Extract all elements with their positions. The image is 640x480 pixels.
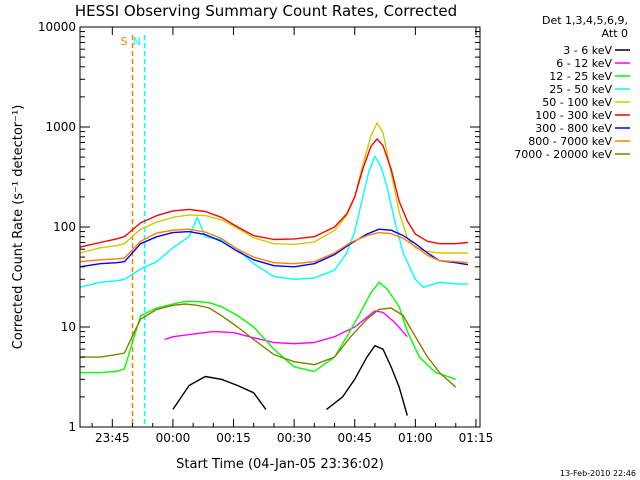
legend-entry-label: 12 - 25 keV [549, 70, 612, 83]
marker-n-label: N [133, 35, 141, 48]
series-line-12-25kev [80, 281, 457, 380]
series-line-25-50kev [79, 155, 468, 288]
marker-s-label: S [121, 35, 128, 48]
y-tick-label: 10000 [38, 20, 76, 34]
series-line-100-300kev [79, 138, 468, 248]
legend-entry-label: 25 - 50 keV [549, 83, 612, 96]
legend-entry-label: 800 - 7000 keV [528, 135, 612, 148]
series-line-800-7000kev [79, 228, 468, 265]
x-tick-label: 01:00 [398, 431, 433, 445]
timestamp: 13-Feb-2010 22:46 [560, 469, 636, 478]
series-line-3-6kev-part2 [326, 345, 408, 416]
y-axis-label: Corrected Count Rate (s⁻¹ detector⁻¹) [11, 105, 26, 350]
legend-entry-label: 6 - 12 keV [556, 57, 612, 70]
x-axis: 23:45 00:00 00:15 00:30 00:45 01:00 01:15 [91, 27, 494, 445]
y-axis: 1 10 100 1000 10000 [38, 20, 480, 434]
series-line-300-800kev [79, 228, 469, 268]
y-tick-label: 1 [68, 420, 76, 434]
y-tick-label: 10 [61, 320, 76, 334]
x-tick-label: 00:00 [156, 431, 191, 445]
legend-entry-label: 300 - 800 keV [535, 122, 612, 135]
chart-title: HESSI Observing Summary Count Rates, Cor… [75, 2, 457, 20]
series-line-7000-20000kev [80, 303, 457, 388]
y-tick-label: 1000 [45, 120, 76, 134]
x-tick-label: 00:45 [337, 431, 372, 445]
legend-entry-label: 7000 - 20000 keV [514, 148, 612, 161]
series-line-3-6kev-part1 [172, 375, 267, 410]
legend-header-attenuator: Att 0 [602, 27, 628, 40]
series-line-50-100kev [79, 122, 468, 254]
legend-entry-label: 3 - 6 keV [563, 44, 612, 57]
y-tick-label: 100 [53, 220, 76, 234]
x-tick-label: 23:45 [95, 431, 130, 445]
legend-header-detectors: Det 1,3,4,5,6,9, [542, 14, 628, 27]
plot-frame [79, 26, 481, 428]
x-axis-label: Start Time (04-Jan-05 23:36:02) [176, 457, 384, 472]
legend-entry-label: 50 - 100 keV [542, 96, 612, 109]
series-line-6-12kev [164, 310, 408, 345]
x-tick-label: 00:15 [216, 431, 251, 445]
x-tick-label: 01:15 [459, 431, 494, 445]
legend-entry-label: 100 - 300 keV [535, 109, 612, 122]
x-tick-label: 00:30 [277, 431, 312, 445]
